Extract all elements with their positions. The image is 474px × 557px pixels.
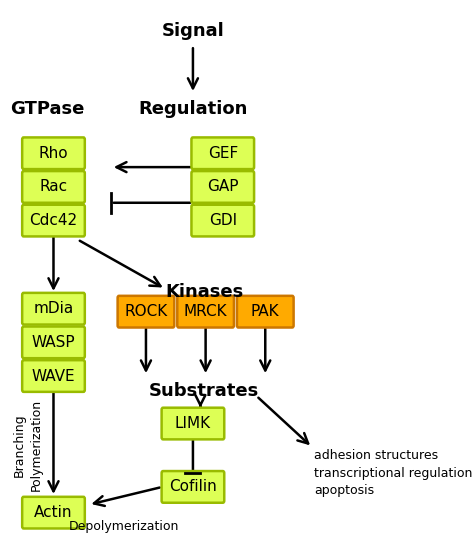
FancyBboxPatch shape [191,171,254,203]
Text: WAVE: WAVE [32,369,75,384]
Text: adhesion structures: adhesion structures [314,449,438,462]
Text: PAK: PAK [251,304,280,319]
Text: GTPase: GTPase [10,100,85,118]
Text: Cofilin: Cofilin [169,480,217,495]
Text: mDia: mDia [33,301,73,316]
Text: LIMK: LIMK [175,416,211,431]
FancyBboxPatch shape [22,293,85,325]
FancyBboxPatch shape [22,360,85,392]
Text: Rho: Rho [39,146,68,161]
Text: WASP: WASP [32,335,75,350]
FancyBboxPatch shape [162,471,224,503]
Text: Depolymerization: Depolymerization [68,520,179,533]
Text: apoptosis: apoptosis [314,485,374,497]
Text: Branching: Branching [13,413,26,477]
Text: ROCK: ROCK [124,304,168,319]
Text: Cdc42: Cdc42 [29,213,78,228]
Text: Actin: Actin [34,505,73,520]
Text: GDI: GDI [209,213,237,228]
FancyBboxPatch shape [237,296,293,328]
Text: MRCK: MRCK [184,304,228,319]
Text: Signal: Signal [162,22,224,41]
Text: Kinases: Kinases [165,283,243,301]
FancyBboxPatch shape [22,326,85,358]
FancyBboxPatch shape [22,171,85,203]
FancyBboxPatch shape [177,296,234,328]
Text: Substrates: Substrates [149,382,259,400]
FancyBboxPatch shape [162,408,224,439]
FancyBboxPatch shape [22,138,85,169]
FancyBboxPatch shape [191,138,254,169]
FancyBboxPatch shape [22,497,85,529]
FancyBboxPatch shape [191,205,254,236]
Text: Rac: Rac [39,179,68,194]
Text: Polymerization: Polymerization [30,399,43,491]
FancyBboxPatch shape [22,205,85,236]
Text: GEF: GEF [208,146,238,161]
Text: transcriptional regulation: transcriptional regulation [314,467,473,480]
FancyBboxPatch shape [118,296,174,328]
Text: GAP: GAP [207,179,238,194]
Text: Regulation: Regulation [138,100,247,118]
